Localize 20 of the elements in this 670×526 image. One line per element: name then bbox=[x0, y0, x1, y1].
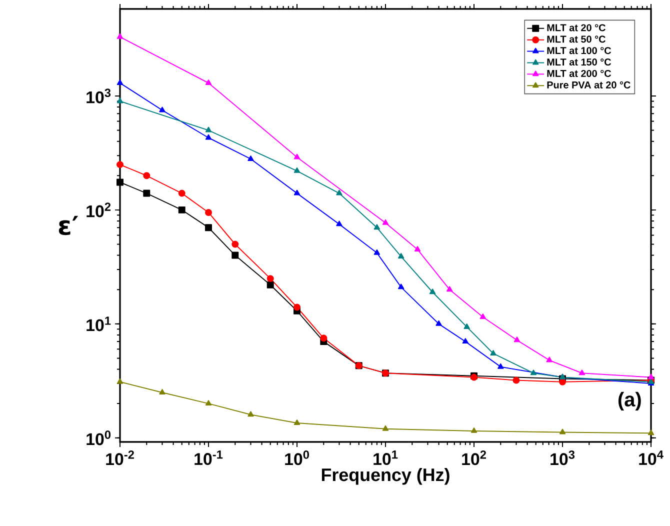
y-tick-label: 10$^{2}$ bbox=[86, 202, 111, 218]
legend-label: MLT at 200 °C bbox=[547, 70, 612, 77]
legend-label: MLT at 150 °C bbox=[547, 58, 612, 66]
annotation: (a) bbox=[618, 392, 641, 410]
y-axis-title: ε′ bbox=[58, 216, 78, 236]
x-tick-label: 10$^{-2}$ bbox=[106, 450, 134, 466]
legend-label: MLT at 20 °C bbox=[547, 24, 606, 32]
legend-label: MLT at 100 °C bbox=[547, 47, 612, 54]
x-tick-label: 10$^{2}$ bbox=[462, 450, 486, 466]
x-tick-label: 10$^{0}$ bbox=[285, 450, 309, 466]
x-axis-title: Frequency (Hz) bbox=[322, 468, 450, 485]
x-tick-label: 10$^{4}$ bbox=[639, 450, 664, 466]
y-tick-label: 10$^{3}$ bbox=[86, 88, 111, 104]
x-tick-label: 10$^{-1}$ bbox=[194, 450, 223, 466]
y-tick-label: 10$^{1}$ bbox=[86, 316, 111, 332]
y-tick-label: 10$^{0}$ bbox=[86, 430, 111, 446]
x-tick-label: 10$^{3}$ bbox=[550, 450, 575, 466]
legend-label: MLT at 50 °C bbox=[547, 36, 606, 43]
legend-label: Pure PVA at 20 °C bbox=[547, 81, 630, 88]
x-tick-label: 10$^{1}$ bbox=[374, 450, 398, 466]
